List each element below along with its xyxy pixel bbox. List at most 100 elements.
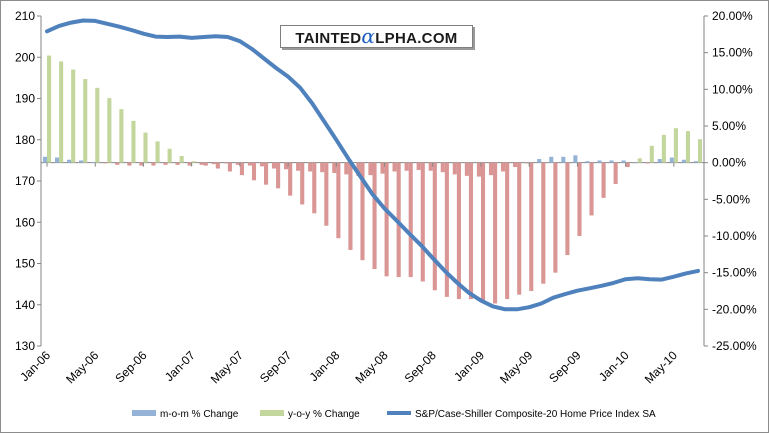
right-tick-label: -25.00% — [712, 339, 757, 353]
mom-bar — [223, 162, 228, 164]
yoy-bar — [155, 141, 160, 163]
yoy-bar — [444, 162, 449, 297]
right-tick-label: 15.00% — [712, 46, 753, 60]
yoy-bar — [360, 162, 365, 261]
mom-bar — [549, 156, 554, 163]
legend-swatch-yoy — [260, 410, 284, 416]
yoy-bar — [625, 162, 630, 168]
yoy-bar — [493, 162, 498, 304]
yoy-bar — [348, 162, 353, 250]
left-tick-label: 180 — [15, 133, 35, 147]
mom-bar — [609, 160, 614, 163]
x-tick-label: Jan-07 — [162, 348, 198, 384]
yoy-bar — [529, 162, 534, 291]
yoy-bar — [191, 161, 196, 163]
yoy-bar — [179, 156, 184, 163]
left-tick-label: 210 — [15, 9, 35, 23]
mom-bar — [621, 160, 626, 163]
yoy-bar — [336, 162, 341, 239]
yoy-bar — [239, 162, 244, 176]
mom-bar — [127, 162, 132, 166]
yoy-bar — [541, 162, 546, 284]
x-tick-label: May-08 — [352, 348, 390, 386]
yoy-bar — [505, 162, 510, 300]
mom-bar — [199, 162, 204, 165]
right-tick-label: -15.00% — [712, 266, 757, 280]
x-tick-label: May-07 — [208, 348, 246, 386]
yoy-bar — [384, 162, 389, 277]
yoy-bar — [167, 148, 172, 163]
mom-bar — [284, 162, 289, 170]
x-tick-label: May-10 — [642, 348, 680, 386]
mom-bar — [211, 162, 216, 165]
index-line-path — [45, 18, 700, 312]
x-tick-label: May-06 — [63, 348, 101, 386]
mom-bar — [163, 162, 168, 165]
yoy-bar — [59, 61, 64, 163]
right-tick-label: -5.00% — [712, 192, 750, 206]
yoy-bar — [276, 162, 281, 189]
tainted-alpha-logo: TAINTEDαLPHA.COM — [280, 25, 473, 48]
yoy-bar — [697, 139, 703, 163]
legend: m-o-m % Change y-o-y % Change S&P/Case-Shi… — [132, 409, 656, 420]
yoy-bar — [203, 162, 208, 166]
yoy-bar — [649, 145, 654, 163]
x-tick-label: Sep-07 — [257, 348, 294, 385]
yoy-bar — [324, 162, 329, 226]
logo-alpha-glyph: α — [361, 24, 376, 48]
mom-bar — [91, 161, 96, 163]
mom-bar — [187, 162, 192, 166]
mom-bar — [67, 159, 72, 163]
mom-bar — [416, 162, 421, 170]
yoy-bar — [601, 162, 606, 198]
mom-bar — [139, 162, 144, 166]
right-tick-label: 0.00% — [712, 156, 746, 170]
mom-bar — [525, 162, 530, 164]
mom-bar — [296, 162, 301, 171]
mom-bar — [392, 162, 397, 172]
mom-bar — [657, 159, 662, 163]
legend-label-mom: m-o-m % Change — [160, 409, 239, 420]
x-tick-label: Sep-09 — [546, 348, 583, 385]
mom-bars — [42, 155, 698, 177]
yoy-bar — [637, 158, 642, 163]
yoy-bar — [119, 109, 124, 163]
legend-swatch-mom — [132, 410, 156, 416]
yoy-bar — [661, 134, 666, 163]
mom-bar — [175, 162, 180, 165]
mom-bar — [79, 160, 84, 163]
logo-text-part2: LPHA.COM — [375, 30, 458, 47]
yoy-bar — [372, 162, 377, 269]
mom-bar — [368, 162, 373, 176]
mom-bar — [537, 159, 542, 163]
left-tick-label: 190 — [15, 92, 35, 106]
right-tick-label: 5.00% — [712, 119, 746, 133]
yoy-bar — [251, 162, 257, 181]
mom-bar — [681, 159, 686, 163]
mom-bar — [54, 157, 60, 163]
yoy-bar — [613, 162, 618, 184]
mom-bar — [356, 162, 361, 176]
yoy-bar — [300, 162, 305, 205]
left-tick-label: 160 — [15, 215, 35, 229]
x-tick-label: Jan-10 — [596, 348, 632, 384]
yoy-bar — [468, 162, 474, 300]
yoy-bar — [312, 162, 317, 214]
yoy-bar — [95, 87, 100, 163]
mom-bar — [645, 162, 650, 164]
mom-bar — [235, 162, 240, 165]
logo-text-part1: TAINTED — [295, 30, 362, 47]
mom-bar — [151, 162, 156, 166]
mom-bar — [513, 162, 518, 168]
yoy-bar — [131, 120, 136, 163]
right-tick-label: 10.00% — [712, 82, 753, 96]
mom-bar — [488, 162, 494, 176]
yoy-bar — [227, 162, 232, 172]
mom-bar — [42, 156, 48, 163]
yoy-bar — [589, 162, 594, 216]
mom-bar — [561, 156, 566, 163]
mom-bar — [428, 162, 433, 171]
yoy-bars — [47, 55, 703, 304]
